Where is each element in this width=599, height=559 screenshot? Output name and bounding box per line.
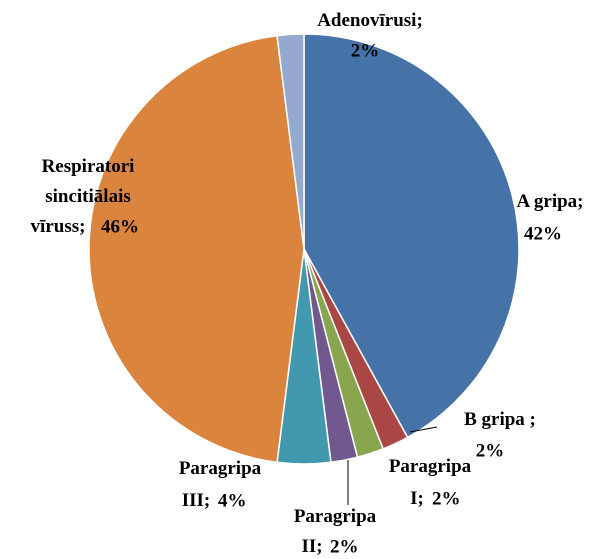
category-label-line: Paragripa xyxy=(294,506,377,527)
category-label: Respiratori sincitiālais vīruss; xyxy=(31,156,135,237)
category-label: Paragripa II; xyxy=(294,506,377,557)
slice xyxy=(303,33,520,439)
category-label: Paragripa I; xyxy=(389,456,472,509)
pie xyxy=(88,33,520,465)
category-label-line: II; xyxy=(301,536,322,557)
slice xyxy=(276,33,305,250)
category-label-line: vīruss; xyxy=(31,216,86,237)
category-label-line: Paragripa xyxy=(179,458,262,479)
category-label: B gripa ; xyxy=(464,409,536,430)
value-label: 2% xyxy=(330,536,359,557)
leader-line xyxy=(409,426,438,433)
value-label: 46% xyxy=(101,216,139,237)
category-label-line: Respiratori xyxy=(42,156,135,177)
value-label: 42% xyxy=(524,223,562,244)
category-label-line: III; xyxy=(182,490,211,511)
value-label: 2% xyxy=(432,488,461,509)
slice xyxy=(88,34,305,464)
category-label-line: B gripa ; xyxy=(464,409,536,430)
value-label: 2% xyxy=(351,40,380,61)
category-label-line: Adenovīrusi; xyxy=(317,10,423,31)
category-label-line: sincitiālais xyxy=(45,186,131,207)
labels: A gripa;42%B gripa ;2%Paragripa I; 2%Parag… xyxy=(31,10,584,557)
category-label-line: I; xyxy=(410,488,424,509)
category-label: Adenovīrusi; xyxy=(317,10,423,31)
category-label: A gripa; xyxy=(516,191,583,212)
value-label: 2% xyxy=(476,440,505,461)
value-label: 4% xyxy=(218,490,247,511)
category-label-line: Paragripa xyxy=(389,456,472,477)
category-label: Paragripa III; xyxy=(179,458,262,511)
category-label-line: A gripa; xyxy=(516,191,583,212)
